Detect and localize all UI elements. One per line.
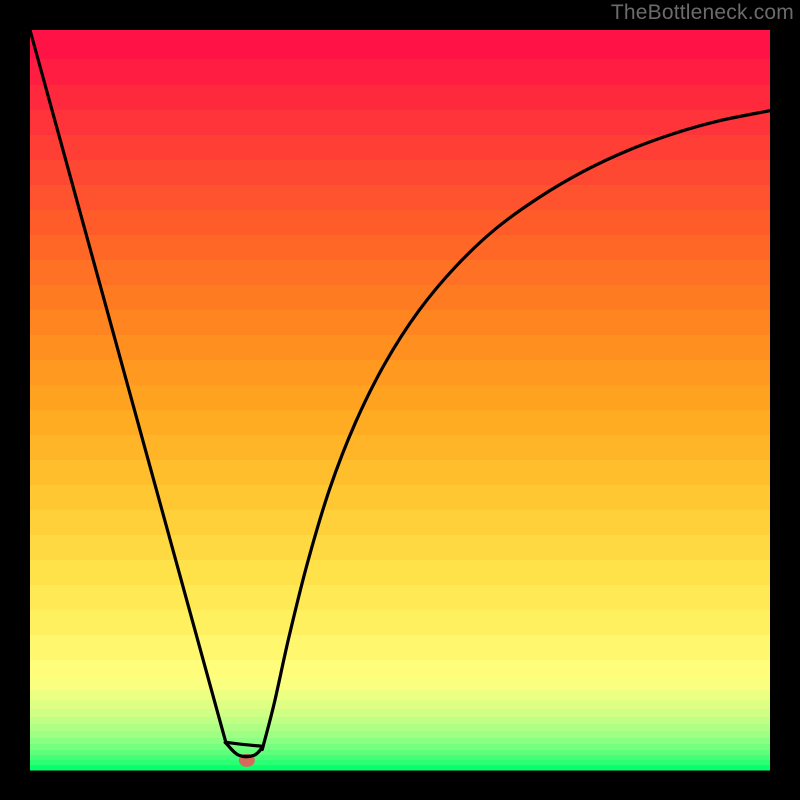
gradient-band	[30, 760, 770, 766]
gradient-band	[30, 285, 770, 311]
gradient-band	[30, 690, 770, 701]
gradient-band	[30, 30, 770, 60]
gradient-band	[30, 210, 770, 236]
gradient-band	[30, 385, 770, 411]
gradient-band	[30, 560, 770, 586]
gradient-band	[30, 185, 770, 211]
gradient-band	[30, 160, 770, 186]
gradient-band	[30, 660, 770, 679]
chart-stage: TheBottleneck.com	[0, 0, 800, 800]
gradient-band	[30, 738, 770, 745]
gradient-band	[30, 535, 770, 561]
gradient-band	[30, 360, 770, 386]
gradient-band	[30, 585, 770, 611]
gradient-band	[30, 709, 770, 718]
gradient-band	[30, 750, 770, 756]
gradient-band	[30, 59, 770, 86]
gradient-band	[30, 700, 770, 710]
gradient-band	[30, 765, 770, 771]
gradient-band	[30, 235, 770, 261]
gradient-band	[30, 678, 770, 691]
gradient-band	[30, 485, 770, 511]
gradient-bands	[30, 30, 770, 771]
gradient-band	[30, 755, 770, 761]
bottleneck-chart-svg	[0, 0, 800, 800]
gradient-band	[30, 744, 770, 751]
gradient-band	[30, 510, 770, 536]
gradient-band	[30, 731, 770, 739]
gradient-band	[30, 310, 770, 336]
gradient-band	[30, 85, 770, 111]
gradient-band	[30, 260, 770, 286]
gradient-band	[30, 635, 770, 661]
gradient-band	[30, 110, 770, 136]
gradient-band	[30, 460, 770, 486]
attribution-label: TheBottleneck.com	[611, 1, 794, 25]
gradient-band	[30, 610, 770, 636]
gradient-band	[30, 717, 770, 725]
gradient-band	[30, 724, 770, 732]
